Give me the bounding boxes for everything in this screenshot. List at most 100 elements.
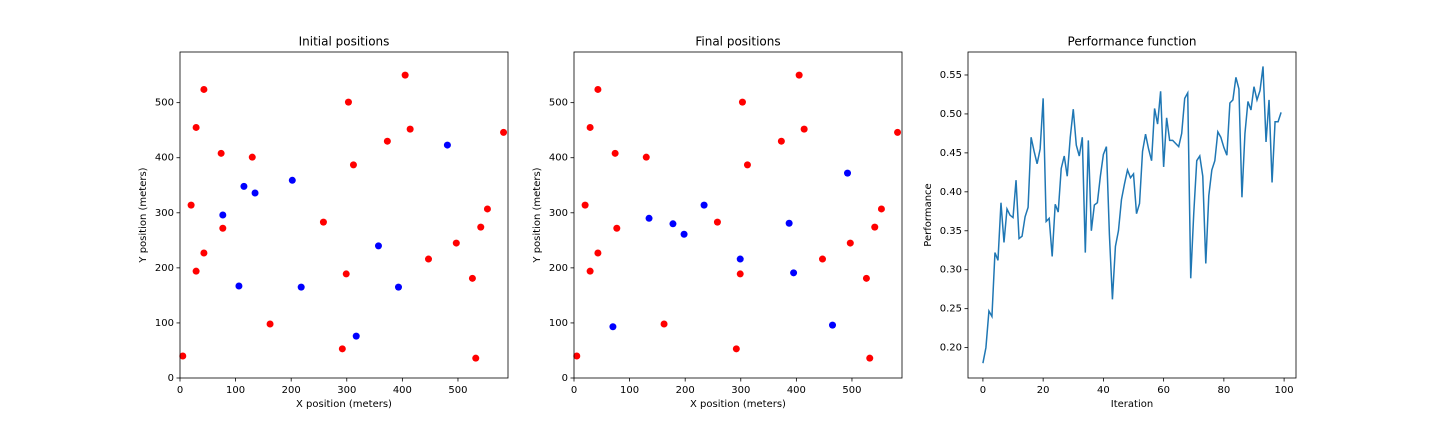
y-tick-label: 0.55: [940, 70, 962, 81]
x-axis-label: X position (meters): [690, 399, 786, 410]
point: [425, 255, 433, 263]
point: [680, 230, 688, 238]
point: [862, 274, 870, 282]
point: [288, 176, 296, 184]
point: [642, 153, 650, 161]
point: [871, 223, 879, 231]
point: [736, 270, 744, 278]
y-tick-label: 400: [155, 153, 174, 164]
point: [829, 321, 837, 329]
x-axis-label: X position (meters): [296, 399, 392, 410]
x-tick-label: 0: [571, 385, 577, 396]
point: [179, 352, 187, 360]
y-tick-label: 0.25: [940, 304, 962, 315]
y-tick-label: 300: [549, 208, 568, 219]
x-tick-label: 100: [620, 385, 639, 396]
point: [785, 219, 793, 227]
y-tick-label: 0.40: [940, 187, 962, 198]
point: [452, 239, 460, 247]
point: [383, 137, 391, 145]
point: [594, 85, 602, 93]
point: [344, 98, 352, 106]
y-axis-label: Y position (meters): [532, 167, 543, 263]
y-tick-label: 100: [155, 318, 174, 329]
x-tick-label: 0: [177, 385, 183, 396]
point: [795, 71, 803, 79]
point: [200, 249, 208, 257]
point: [743, 161, 751, 169]
x-tick-label: 300: [731, 385, 750, 396]
y-tick-label: 0: [562, 373, 568, 384]
x-tick-label: 400: [393, 385, 412, 396]
point: [844, 169, 852, 177]
point: [319, 218, 327, 226]
point: [500, 128, 508, 136]
point: [819, 255, 827, 263]
point: [777, 137, 785, 145]
point: [349, 161, 357, 169]
point: [219, 211, 227, 219]
y-tick-label: 0.45: [940, 148, 962, 159]
point: [240, 182, 248, 190]
point: [248, 153, 256, 161]
point: [877, 205, 885, 213]
y-tick-label: 100: [549, 318, 568, 329]
point: [187, 201, 195, 209]
y-tick-label: 0.35: [940, 226, 962, 237]
x-tick-label: 0: [980, 385, 986, 396]
x-tick-label: 300: [337, 385, 356, 396]
x-axis-label: Iteration: [1111, 399, 1153, 410]
x-tick-label: 400: [787, 385, 806, 396]
y-tick-label: 200: [155, 263, 174, 274]
point: [594, 249, 602, 257]
point: [192, 123, 200, 131]
x-tick-label: 200: [676, 385, 695, 396]
point: [477, 223, 485, 231]
x-tick-label: 40: [1097, 385, 1110, 396]
point: [374, 242, 382, 250]
point: [468, 274, 476, 282]
point: [800, 125, 808, 133]
point: [394, 283, 402, 291]
y-tick-label: 500: [549, 98, 568, 109]
point: [483, 205, 491, 213]
x-tick-label: 80: [1217, 385, 1230, 396]
y-tick-label: 0.30: [940, 265, 962, 276]
point: [401, 71, 409, 79]
point: [586, 123, 594, 131]
point: [660, 320, 668, 328]
y-axis-label: Performance: [923, 183, 934, 246]
point: [738, 98, 746, 106]
axes-frame: [573, 51, 903, 379]
point: [713, 218, 721, 226]
y-tick-label: 0: [168, 373, 174, 384]
point: [406, 125, 414, 133]
x-tick-label: 100: [226, 385, 245, 396]
point: [472, 354, 480, 362]
point: [443, 141, 451, 149]
y-tick-label: 0.20: [940, 343, 962, 354]
point: [192, 267, 200, 275]
point: [251, 189, 259, 197]
point: [266, 320, 274, 328]
point: [732, 345, 740, 353]
chart-title: Initial positions: [299, 35, 390, 49]
point: [846, 239, 854, 247]
point: [894, 128, 902, 136]
y-tick-label: 300: [155, 208, 174, 219]
point: [736, 255, 744, 263]
point: [700, 201, 708, 209]
x-tick-label: 500: [448, 385, 467, 396]
point: [790, 269, 798, 277]
point: [611, 149, 619, 157]
point: [352, 332, 360, 340]
point: [586, 267, 594, 275]
axes-frame: [967, 51, 1297, 379]
point: [573, 352, 581, 360]
x-tick-label: 60: [1157, 385, 1170, 396]
point: [297, 283, 305, 291]
y-tick-label: 400: [549, 153, 568, 164]
point: [217, 149, 225, 157]
point: [581, 201, 589, 209]
